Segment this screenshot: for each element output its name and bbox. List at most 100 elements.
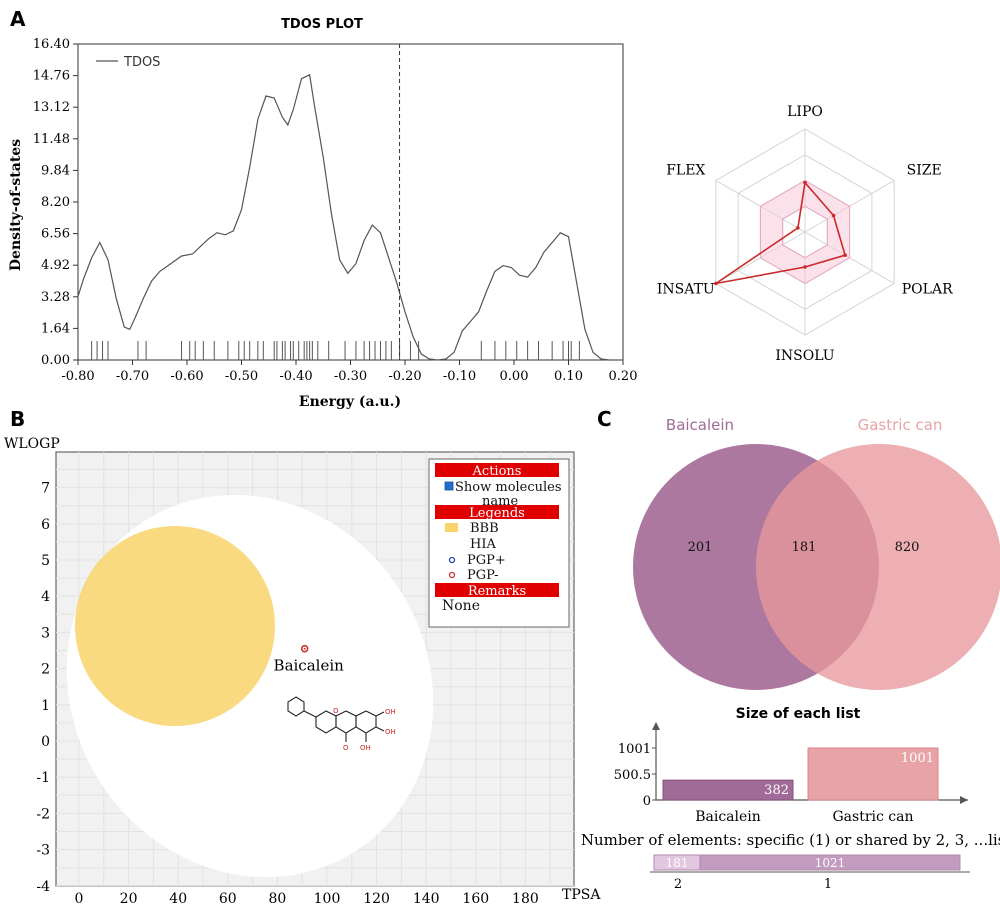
- legend-bbb-label: BBB: [470, 521, 499, 536]
- egg-ytick-label: 4: [41, 589, 50, 605]
- radar-point: [803, 180, 807, 185]
- molecule-point[interactable]: [300, 644, 309, 653]
- radar-axis-label: FLEX: [666, 163, 705, 179]
- radar-axis-label: LIPO: [787, 104, 823, 120]
- tdos-title: TDOS PLOT: [281, 17, 363, 32]
- venn-set-name-baicalein: Baicalein: [666, 416, 734, 434]
- tdos-xtick-label: -0.50: [225, 369, 258, 384]
- radar-axis-label: SIZE: [907, 163, 942, 179]
- egg-xtick-label: 160: [462, 891, 489, 907]
- radar-point: [843, 253, 847, 257]
- tdos-xtick-label: -0.30: [334, 369, 367, 384]
- structure-ring-oxygen: O: [333, 707, 339, 715]
- legend-hia-label: HIA: [470, 537, 496, 552]
- show-names-checkbox[interactable]: [444, 481, 454, 491]
- egg-ytick-label: 0: [41, 734, 50, 750]
- radar-axis-label: POLAR: [902, 282, 953, 298]
- show-names-label-1: Show molecules: [455, 480, 562, 495]
- share-category-label: 2: [674, 877, 682, 892]
- radar-grid: [715, 128, 895, 336]
- size-category-label: Gastric can: [832, 809, 913, 825]
- size-bar: [807, 747, 939, 801]
- tdos-xtick-label: 0.10: [554, 369, 583, 384]
- tdos-ytick-label: 9.84: [41, 163, 70, 178]
- actions-header-bg: [435, 463, 559, 477]
- radar-point: [831, 213, 836, 218]
- tdos-ylabel: Density-of-states: [8, 139, 24, 271]
- legend-pgp-minus-label: PGP-: [467, 568, 499, 583]
- radar-optimal-band: [759, 179, 851, 285]
- egg-xtick-label: 60: [219, 891, 237, 907]
- egg-ytick-label: -1: [36, 770, 50, 786]
- venn-set-name-gastric: Gastric can: [858, 416, 943, 434]
- radar-point: [713, 281, 718, 286]
- legend-pgp-minus-marker: [448, 571, 456, 579]
- size-x-arrow: [960, 796, 968, 804]
- radar-points: [713, 180, 847, 286]
- shared-elements-chart: 181 2 1021 1: [650, 854, 970, 892]
- structure-hydroxyl-7: OH: [385, 708, 396, 716]
- tdos-xtick-label: 0.00: [500, 369, 529, 384]
- legends-header: Legends: [469, 506, 525, 521]
- actions-header: Actions: [472, 464, 522, 479]
- size-bar-value: 382: [764, 783, 789, 798]
- tdos-ytick-label: 16.40: [33, 37, 70, 52]
- radar-point: [796, 226, 800, 230]
- egg-ytick-label: 6: [41, 517, 50, 533]
- tdos-ticks: -0.80 -0.70 -0.60 -0.50 -0.40 -0.30 -0.20 -0.10…: [33, 37, 638, 384]
- size-bar: [662, 779, 794, 801]
- venn-circle-gastric: [756, 444, 1000, 690]
- legends-header-bg: [435, 505, 559, 519]
- tdos-ytick-label: 3.28: [41, 290, 70, 305]
- radar-point: [803, 265, 807, 269]
- panel-label-a: A: [10, 7, 26, 31]
- share-bar-value: 1021: [815, 856, 846, 870]
- share-bar-segment: [699, 854, 961, 871]
- panel-label-c: C: [597, 407, 612, 431]
- boiled-egg-ticks: 0 20 40 60 80 100 120 140 160 180 -4 -3 -2 -1 0 1 2 3 4 5 6 7: [36, 481, 538, 907]
- tdos-xtick-label: -0.60: [170, 369, 203, 384]
- venn-count-shared: 181: [792, 540, 817, 555]
- tdos-xtick-label: 0.20: [609, 369, 638, 384]
- panel-label-b: B: [10, 407, 25, 431]
- legend-bbb-swatch: [445, 523, 458, 532]
- structure-hydroxyl-6: OH: [385, 728, 396, 736]
- remarks-header: Remarks: [468, 584, 526, 599]
- list-size-title: Size of each list: [736, 706, 861, 722]
- boiled-egg-chart: 0 20 40 60 80 100 120 140 160 180 -4 -3 -2 -1 0 1 2 3 4 5 6 7…: [36, 451, 575, 907]
- egg-ytick-label: 2: [41, 662, 50, 678]
- boiled-egg-points: Baicalein: [274, 644, 344, 675]
- size-bar-value: 1001: [901, 751, 934, 766]
- size-ytick-label: 500.5: [614, 768, 651, 783]
- remarks-value: None: [442, 598, 480, 614]
- share-category-label: 1: [824, 877, 832, 892]
- radar-axis-label: INSATU: [657, 282, 715, 298]
- egg-xtick-label: 40: [169, 891, 187, 907]
- tdos-xtick-label: -0.80: [61, 369, 94, 384]
- tdos-ytick-label: 6.56: [41, 227, 70, 242]
- tdos-ytick-label: 0.00: [41, 353, 70, 368]
- tdos-ytick-label: 4.92: [41, 258, 70, 273]
- egg-ytick-label: -3: [36, 843, 50, 859]
- egg-xtick-label: 180: [512, 891, 539, 907]
- tdos-ytick-label: 11.48: [33, 132, 70, 147]
- share-bar-value: 181: [666, 856, 689, 870]
- egg-xtick-label: 0: [75, 891, 84, 907]
- structure-carbonyl-oxygen: O: [343, 744, 349, 752]
- venn-count-gastric-only: 820: [895, 540, 920, 555]
- radar-axis-label: INSOLU: [775, 348, 834, 364]
- venn-count-baicalein-only: 201: [688, 540, 713, 555]
- tdos-rug: [91, 341, 580, 360]
- egg-ytick-label: -2: [36, 806, 50, 822]
- venn-diagram: Baicalein Gastric can 201 181 820: [633, 416, 1000, 690]
- bioavailability-radar: LIPO SIZE POLAR INSOLU INSATU FLEX: [657, 104, 953, 364]
- size-ytick-label: 0: [643, 794, 651, 809]
- egg-xtick-label: 140: [413, 891, 440, 907]
- egg-xtick-label: 80: [268, 891, 286, 907]
- tdos-xtick-label: -0.20: [388, 369, 421, 384]
- tdos-ytick-label: 8.20: [41, 195, 70, 210]
- molecule-point-core: [303, 647, 306, 650]
- tdos-plot-area: [77, 43, 624, 361]
